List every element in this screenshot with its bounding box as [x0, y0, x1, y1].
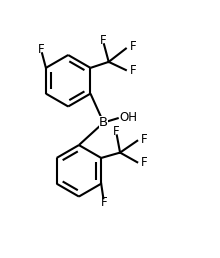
Text: B: B [99, 116, 108, 129]
Text: F: F [141, 156, 148, 169]
Text: F: F [141, 133, 148, 146]
Text: F: F [101, 196, 107, 209]
Text: OH: OH [119, 111, 137, 124]
Text: F: F [130, 40, 136, 53]
Text: F: F [100, 34, 106, 47]
Text: F: F [38, 43, 45, 56]
Text: F: F [130, 63, 136, 77]
Text: F: F [113, 125, 120, 138]
